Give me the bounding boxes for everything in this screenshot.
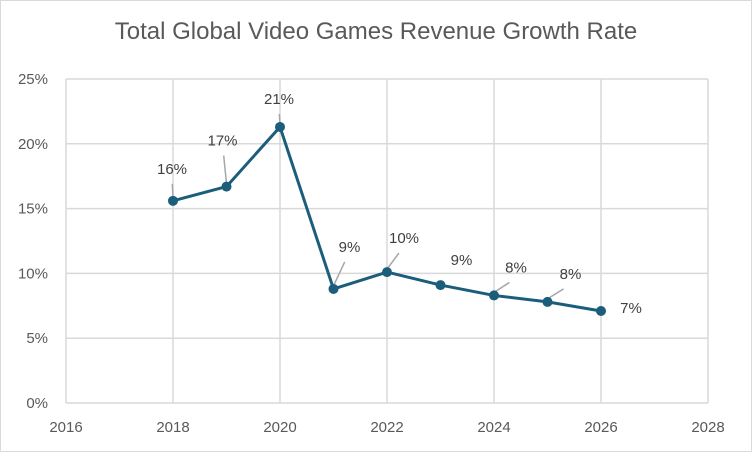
- x-tick-label: 2022: [370, 419, 403, 436]
- data-label-leader: [386, 252, 400, 270]
- data-label-leader: [332, 261, 346, 287]
- data-point: [435, 280, 446, 291]
- y-tick-label: 15%: [18, 201, 48, 218]
- data-point: [221, 181, 232, 192]
- data-point: [596, 305, 606, 316]
- y-tick-label: 0%: [26, 395, 48, 412]
- chart-title: Total Global Video Games Revenue Growth …: [114, 18, 638, 45]
- data-label: 17%: [207, 133, 237, 150]
- data-label-leader: [171, 183, 174, 198]
- data-label: 7%: [620, 300, 642, 317]
- data-label: 16%: [157, 161, 187, 178]
- x-tick-label: 2016: [49, 419, 82, 436]
- data-point: [168, 195, 178, 206]
- data-label: 9%: [339, 239, 361, 256]
- y-tick-label: 25%: [18, 71, 48, 88]
- data-label: 10%: [389, 230, 419, 247]
- data-label: 21%: [264, 91, 294, 108]
- data-label: 8%: [560, 266, 582, 283]
- data-label: 8%: [505, 259, 527, 276]
- y-tick-label: 5%: [26, 330, 48, 347]
- x-tick-label: 2024: [477, 419, 510, 436]
- data-point: [382, 267, 392, 278]
- data-label-leader: [222, 155, 228, 184]
- data-label-leader: [547, 288, 564, 300]
- x-tick-label: 2026: [584, 419, 617, 436]
- x-tick-label: 2018: [156, 419, 189, 436]
- x-tick-label: 2028: [691, 419, 724, 436]
- data-label: 9%: [451, 252, 473, 269]
- data-point: [275, 121, 285, 132]
- y-tick-label: 10%: [18, 265, 48, 282]
- x-tick-label: 2020: [263, 419, 296, 436]
- data-point: [489, 290, 499, 301]
- data-point: [328, 283, 339, 294]
- data-point: [542, 296, 553, 307]
- y-tick-label: 20%: [18, 136, 48, 153]
- data-label-leader: [493, 281, 510, 294]
